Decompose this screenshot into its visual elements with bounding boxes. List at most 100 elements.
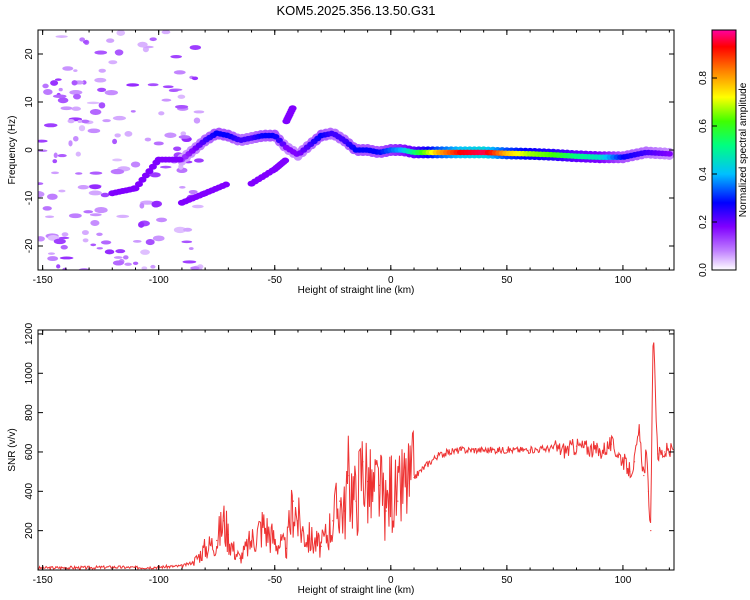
snr-point (664, 451, 666, 453)
snr-point (650, 530, 652, 532)
snr-point (274, 539, 276, 542)
snr-point (367, 480, 369, 483)
snr-point (227, 533, 229, 536)
y-tick-label: 10 (24, 96, 35, 108)
spectrogram-noise-blob (89, 213, 102, 217)
spectrogram-noise-blob (45, 215, 55, 218)
y-tick-label: -10 (24, 190, 35, 205)
colorbar-gradient (711, 29, 737, 271)
snr-point (552, 447, 554, 449)
snr-point (285, 547, 287, 549)
spectrogram-noise-blob (124, 262, 132, 266)
spectrogram-branch-cell (288, 105, 297, 112)
spectrogram-noise-blob (71, 106, 81, 111)
spectrogram-noise-blob (50, 80, 59, 86)
spectrogram-noise-blob (193, 110, 205, 114)
spectrogram-noise-blob (52, 159, 58, 164)
snr-point (292, 500, 294, 502)
snr-point (332, 520, 334, 522)
spectrogram-noise-blob (130, 110, 136, 113)
figure-title: KOM5.2025.356.13.50.G31 (276, 3, 435, 18)
x-tick-label: -50 (268, 275, 283, 286)
spectrogram-noise-blob (68, 213, 82, 219)
colorbar-label: Normalized spectral amplitude (738, 82, 749, 217)
spectrogram-branch-cell (148, 163, 157, 170)
x-tick-label: -150 (33, 275, 53, 286)
spectrogram-noise-blob (89, 109, 102, 116)
snr-point (483, 449, 485, 451)
spectrogram-noise-blob (59, 256, 74, 260)
snr-point (436, 455, 438, 457)
spectrogram-noise-blob (173, 70, 186, 75)
colorbar-tick-label: 0.0 (698, 263, 709, 277)
snr-point (459, 449, 462, 451)
spectrogram-branch-cell (175, 156, 184, 163)
spectrogram-noise-blob (116, 214, 130, 219)
spectrogram-noise-blob (97, 87, 107, 92)
spectrogram-branch-cell (145, 168, 154, 175)
x-tick-label: -100 (149, 575, 169, 586)
colorbar: 0.0 0.2 0.4 0.6 0.8 Normalized spectral ampl… (698, 29, 749, 277)
spectrogram-noise-blob (38, 191, 45, 198)
snr-point (223, 520, 225, 522)
snr-point (408, 482, 410, 485)
spectrogram-noise-blob (179, 186, 186, 189)
spectrogram-noise-blob (104, 90, 118, 96)
spectrogram-noise-blob (57, 97, 69, 104)
snr-point (599, 451, 601, 453)
snr-point (448, 451, 450, 453)
snr-point (355, 500, 357, 502)
spectrogram-noise-blob (194, 158, 204, 163)
spectrogram-noise-blob (86, 101, 100, 105)
spectrogram-noise-blob (69, 90, 83, 95)
spectrogram-noise-blob (55, 78, 62, 81)
spectrogram-noise-blob (77, 185, 89, 190)
snr-point (390, 484, 392, 487)
spectrogram-noise-blob (62, 66, 74, 71)
spectrogram-noise-blob (75, 151, 81, 157)
spectrogram-noise-blob (152, 235, 165, 242)
snr-point (575, 445, 578, 447)
x-tick-label: 100 (615, 575, 632, 586)
spectrogram-noise-blob (181, 240, 193, 244)
spectrogram-noise-blob (43, 123, 58, 128)
spectrogram-noise-blob (88, 190, 102, 196)
spectrogram-noise-blob (82, 40, 88, 44)
spectrogram-noise-blob (188, 247, 194, 251)
spectrogram-branch-cell (281, 157, 290, 164)
x-tick-label: 50 (501, 275, 513, 286)
spectrogram-noise-blob (47, 252, 55, 255)
spectrogram-noise-blob (159, 165, 172, 169)
snr-frame (37, 329, 675, 571)
snr-point (633, 461, 636, 463)
snr-point (587, 447, 589, 449)
y-tick-label: 20 (24, 48, 35, 60)
spectrogram-noise-blob (47, 256, 59, 262)
spectrogram-noise-blob (123, 255, 129, 260)
spectrogram-noise-blob (51, 171, 59, 175)
spectrogram-noise-blob (126, 83, 140, 87)
spectrogram-noise-blob (161, 98, 172, 102)
spectrogram-noise-blob (190, 266, 200, 270)
spectrogram-noise-blob (112, 138, 118, 145)
spectrogram-noise-blob (191, 204, 204, 209)
spectrogram-noise-blob (58, 189, 66, 193)
spectrogram-noise-blob (173, 226, 187, 234)
spectrogram-noise-blob (38, 182, 44, 186)
spectrogram-noise-blob (98, 102, 106, 109)
y-tick-label: 1000 (24, 362, 35, 385)
spectrogram-noise-blob (58, 236, 70, 240)
spectrogram-noise-blob (60, 245, 68, 250)
y-tick-label: -20 (24, 238, 35, 253)
snr-point (629, 471, 631, 473)
spectrogram-noise-blob (168, 89, 179, 92)
snr-panel: -150 -100 -50 0 50 100 200 400 600 800 1000 1200 He… (7, 322, 675, 596)
spectrogram-noise-blob (104, 249, 115, 255)
spectrogram-noise-blob (68, 140, 73, 147)
spectrogram-marks (38, 30, 674, 270)
spectrogram-noise-blob (100, 192, 110, 198)
x-tick-label: -50 (268, 575, 283, 586)
snr-point (506, 449, 508, 451)
snr-ylabel: SNR (v/v) (7, 428, 18, 471)
